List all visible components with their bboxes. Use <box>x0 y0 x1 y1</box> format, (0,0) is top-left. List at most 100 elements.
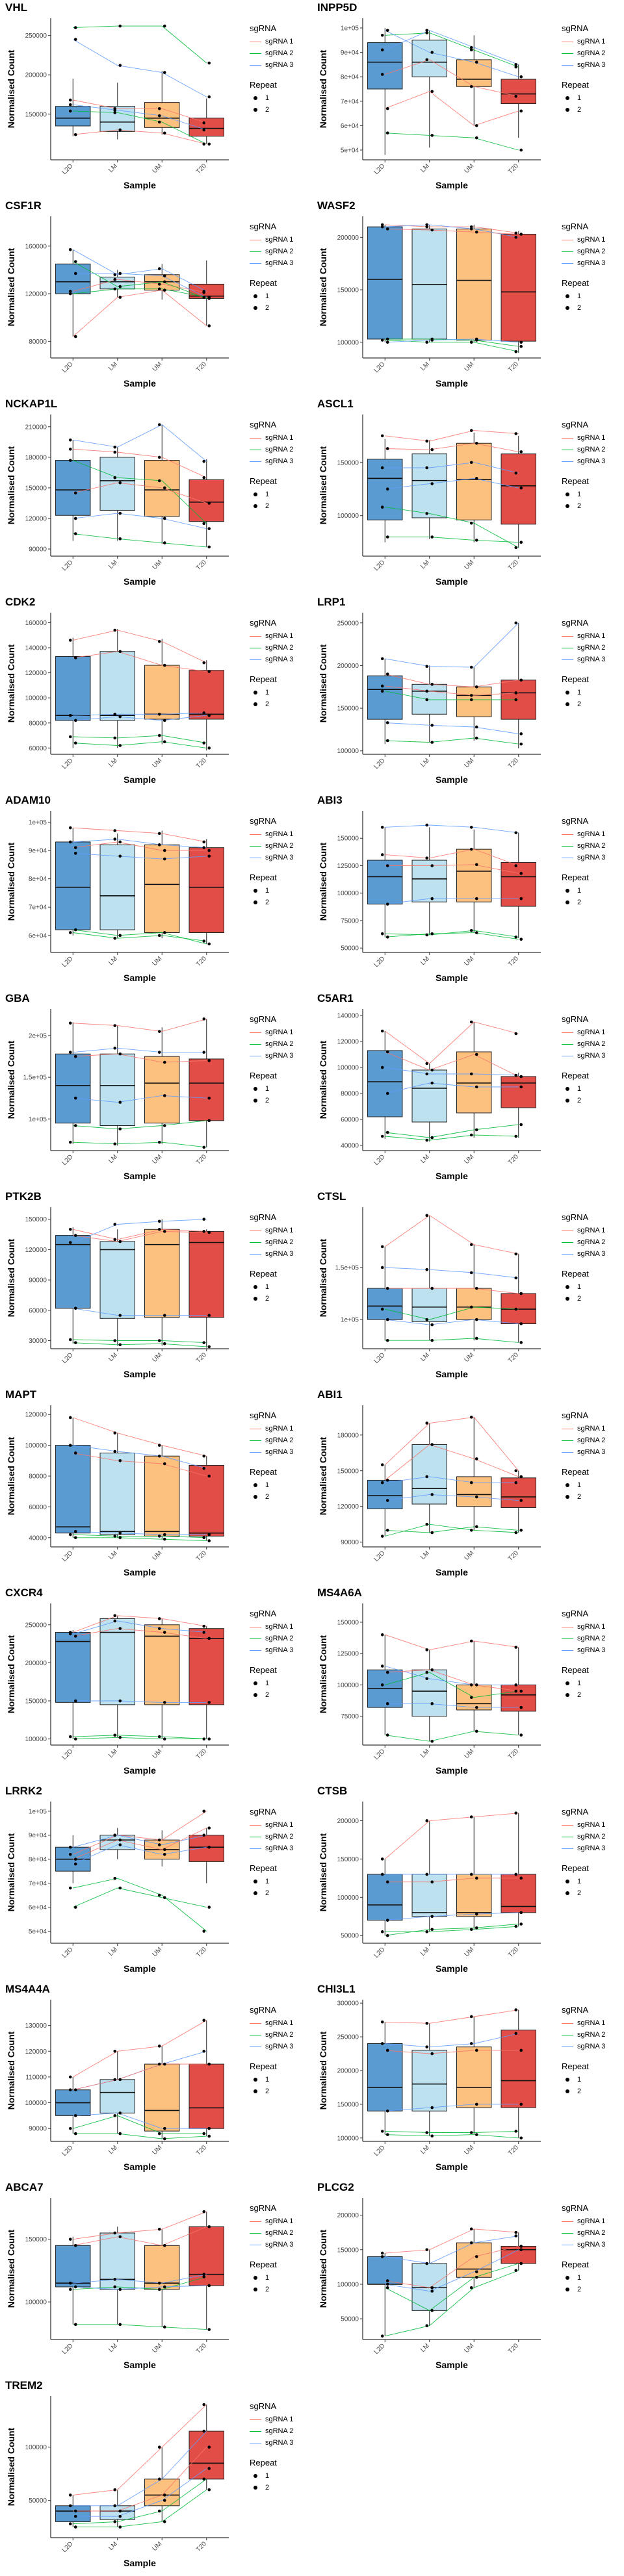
box <box>456 2047 492 2108</box>
legend-label: 1 <box>577 1283 582 1291</box>
sgrna-line <box>385 1082 519 1094</box>
data-point <box>430 134 434 137</box>
x-axis-label: Sample <box>124 1765 156 1776</box>
data-point <box>157 479 161 483</box>
chart-title: CTSB <box>317 1785 348 1797</box>
data-point <box>68 459 72 462</box>
legend-dot <box>254 691 257 695</box>
box <box>55 841 91 930</box>
x-axis-label: Sample <box>124 2162 156 2172</box>
data-point <box>202 1833 206 1837</box>
data-point <box>157 120 161 124</box>
legend-entry-repeat: 2 <box>562 104 624 116</box>
legend-entry-sgrna: sgRNA 2 <box>250 47 312 59</box>
legend-label: sgRNA 1 <box>577 236 606 244</box>
x-axis-label: Sample <box>124 2558 156 2568</box>
data-point <box>425 933 429 937</box>
legend-entry-repeat: 2 <box>250 1887 312 1899</box>
legend-swatch <box>562 1451 573 1453</box>
data-point <box>425 2045 429 2048</box>
data-point <box>73 741 77 745</box>
legend: sgRNA sgRNA 1 sgRNA 2 sgRNA 3 Repeat 1 2 <box>250 1609 312 1701</box>
legend-label: 2 <box>265 502 270 510</box>
legend-swatch <box>250 2419 261 2420</box>
data-point <box>474 685 478 689</box>
sgrna-line <box>73 290 207 337</box>
legend-dot <box>254 2276 257 2280</box>
legend-title-sgrna: sgRNA <box>250 1212 277 1222</box>
legend-dot <box>254 1693 257 1697</box>
legend-label: 2 <box>577 1889 582 1897</box>
data-point <box>430 932 434 936</box>
legend-label: 2 <box>577 2286 582 2293</box>
chart-panel: ABI3 50000 75000 100000 125000 150000 L2D LM UM T… <box>312 793 624 991</box>
legend-swatch <box>250 1650 261 1651</box>
data-point <box>425 2131 429 2134</box>
box <box>367 1874 403 1921</box>
data-point <box>430 338 434 342</box>
legend-swatch <box>562 1242 573 1243</box>
legend-title-sgrna: sgRNA <box>562 1014 589 1024</box>
data-point <box>202 459 206 463</box>
legend-dot <box>566 1681 569 1685</box>
sgrna-line <box>73 1018 207 1032</box>
data-point <box>162 1230 166 1233</box>
data-point <box>113 2285 117 2289</box>
legend-entry-repeat: 2 <box>250 1095 312 1106</box>
x-tick-label: UM <box>463 2144 476 2156</box>
legend-label: sgRNA 3 <box>265 2241 294 2249</box>
legend-entry-sgrna: sgRNA 3 <box>250 1446 312 1458</box>
legend-entry-sgrna: sgRNA 3 <box>562 654 624 665</box>
box <box>55 106 91 127</box>
y-tick-label: 40000 <box>29 1535 47 1542</box>
data-point <box>118 1314 122 1317</box>
data-point <box>474 1926 478 1930</box>
data-point <box>425 856 429 860</box>
legend-label: 1 <box>265 1878 270 1885</box>
x-tick-label: T20 <box>195 162 208 175</box>
data-point <box>202 1454 206 1458</box>
data-point <box>380 1065 384 1069</box>
data-point <box>73 1341 77 1344</box>
y-tick-label: 150000 <box>337 459 359 466</box>
legend-label: 2 <box>265 1097 270 1104</box>
legend-label: sgRNA 3 <box>265 1646 294 1654</box>
data-point <box>469 2241 473 2245</box>
sgrna-line <box>73 2020 207 2078</box>
legend-entry-sgrna: sgRNA 3 <box>562 1446 624 1458</box>
x-axis-label: Sample <box>124 973 156 983</box>
data-point <box>73 656 77 659</box>
data-point <box>118 1101 122 1104</box>
legend-title-repeat: Repeat <box>250 2458 277 2468</box>
legend-entry-sgrna: sgRNA 2 <box>250 246 312 257</box>
data-point <box>207 1119 211 1123</box>
legend-entry-repeat: 1 <box>562 1083 624 1095</box>
box <box>188 2226 224 2286</box>
legend-entry-sgrna: sgRNA 1 <box>250 828 312 840</box>
legend-entry-sgrna: sgRNA 2 <box>250 642 312 654</box>
x-tick-label: UM <box>151 1153 164 1166</box>
data-point <box>157 934 161 937</box>
legend-swatch <box>562 64 573 66</box>
data-point <box>73 2114 77 2117</box>
data-point <box>385 1338 389 1342</box>
sgrna-line <box>385 1021 519 1064</box>
x-tick-label: LM <box>107 1351 119 1363</box>
data-point <box>118 2132 122 2136</box>
data-point <box>519 742 523 746</box>
data-point <box>68 2504 72 2508</box>
x-axis-label: Sample <box>436 2162 468 2172</box>
y-tick-label: 150000 <box>25 1698 47 1705</box>
data-point <box>68 1227 72 1231</box>
legend-entry-sgrna: sgRNA 3 <box>562 1248 624 1260</box>
x-tick-label: L2D <box>61 1946 75 1959</box>
y-tick-label: 60000 <box>29 1307 47 1314</box>
box <box>55 656 91 721</box>
data-point <box>385 739 389 743</box>
chart-panel: C5AR1 40000 60000 80000 100000 120000 140000 L2… <box>312 991 624 1189</box>
box <box>55 2505 91 2522</box>
y-axis-label: Normalised Count <box>6 842 16 921</box>
legend-swatch <box>562 262 573 264</box>
data-point <box>157 1735 161 1739</box>
